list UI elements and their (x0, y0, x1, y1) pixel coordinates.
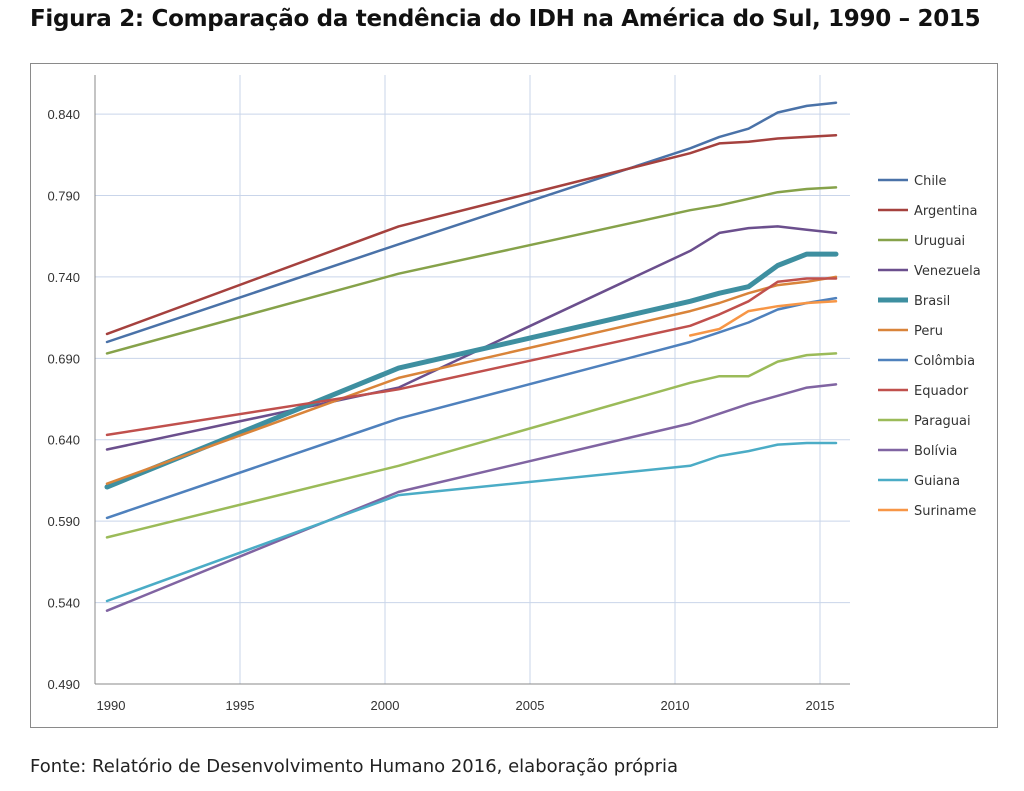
legend-label: Uruguai (914, 234, 965, 249)
x-tick-label: 2010 (661, 698, 690, 713)
x-tick-label: 1990 (97, 698, 126, 713)
series-line-argentina (105, 133, 838, 336)
series-line-guiana (105, 441, 838, 603)
series-line-venezuela (105, 225, 838, 451)
x-tick-label: 2000 (371, 698, 400, 713)
series-line-paraguai (105, 352, 838, 539)
legend-label: Equador (914, 384, 969, 399)
series-line-bolívia (105, 383, 838, 612)
series-line-uruguai (105, 186, 838, 355)
chart-frame (30, 63, 998, 728)
y-tick-label: 0.490 (47, 677, 80, 692)
y-tick-label: 0.740 (47, 270, 80, 285)
series-line-equador (105, 277, 838, 437)
y-tick-label: 0.790 (47, 188, 80, 203)
series-line-chile (105, 101, 838, 344)
legend-label: Suriname (914, 504, 976, 519)
y-tick-label: 0.540 (47, 596, 80, 611)
x-tick-label: 2015 (806, 698, 835, 713)
source-note: Fonte: Relatório de Desenvolvimento Huma… (30, 756, 679, 777)
x-tick-label: 1995 (226, 698, 255, 713)
legend-label: Venezuela (914, 264, 981, 279)
legend-label: Paraguai (914, 414, 971, 429)
y-tick-label: 0.640 (47, 433, 80, 448)
legend-label: Argentina (914, 204, 977, 219)
legend-label: Bolívia (914, 444, 957, 459)
y-tick-label: 0.840 (47, 107, 80, 122)
y-tick-label: 0.690 (47, 351, 80, 366)
series-line-brasil (104, 251, 839, 490)
legend-label: Guiana (914, 474, 960, 489)
legend-label: Brasil (914, 294, 950, 309)
y-tick-label: 0.590 (47, 514, 80, 529)
series-line-peru (105, 275, 838, 485)
legend-label: Peru (914, 324, 943, 339)
chart-title: Figura 2: Comparação da tendência do IDH… (30, 6, 981, 32)
legend-label: Chile (914, 174, 947, 189)
legend-label: Colômbia (914, 354, 975, 369)
x-tick-label: 2005 (516, 698, 545, 713)
series-line-suriname (688, 300, 838, 337)
